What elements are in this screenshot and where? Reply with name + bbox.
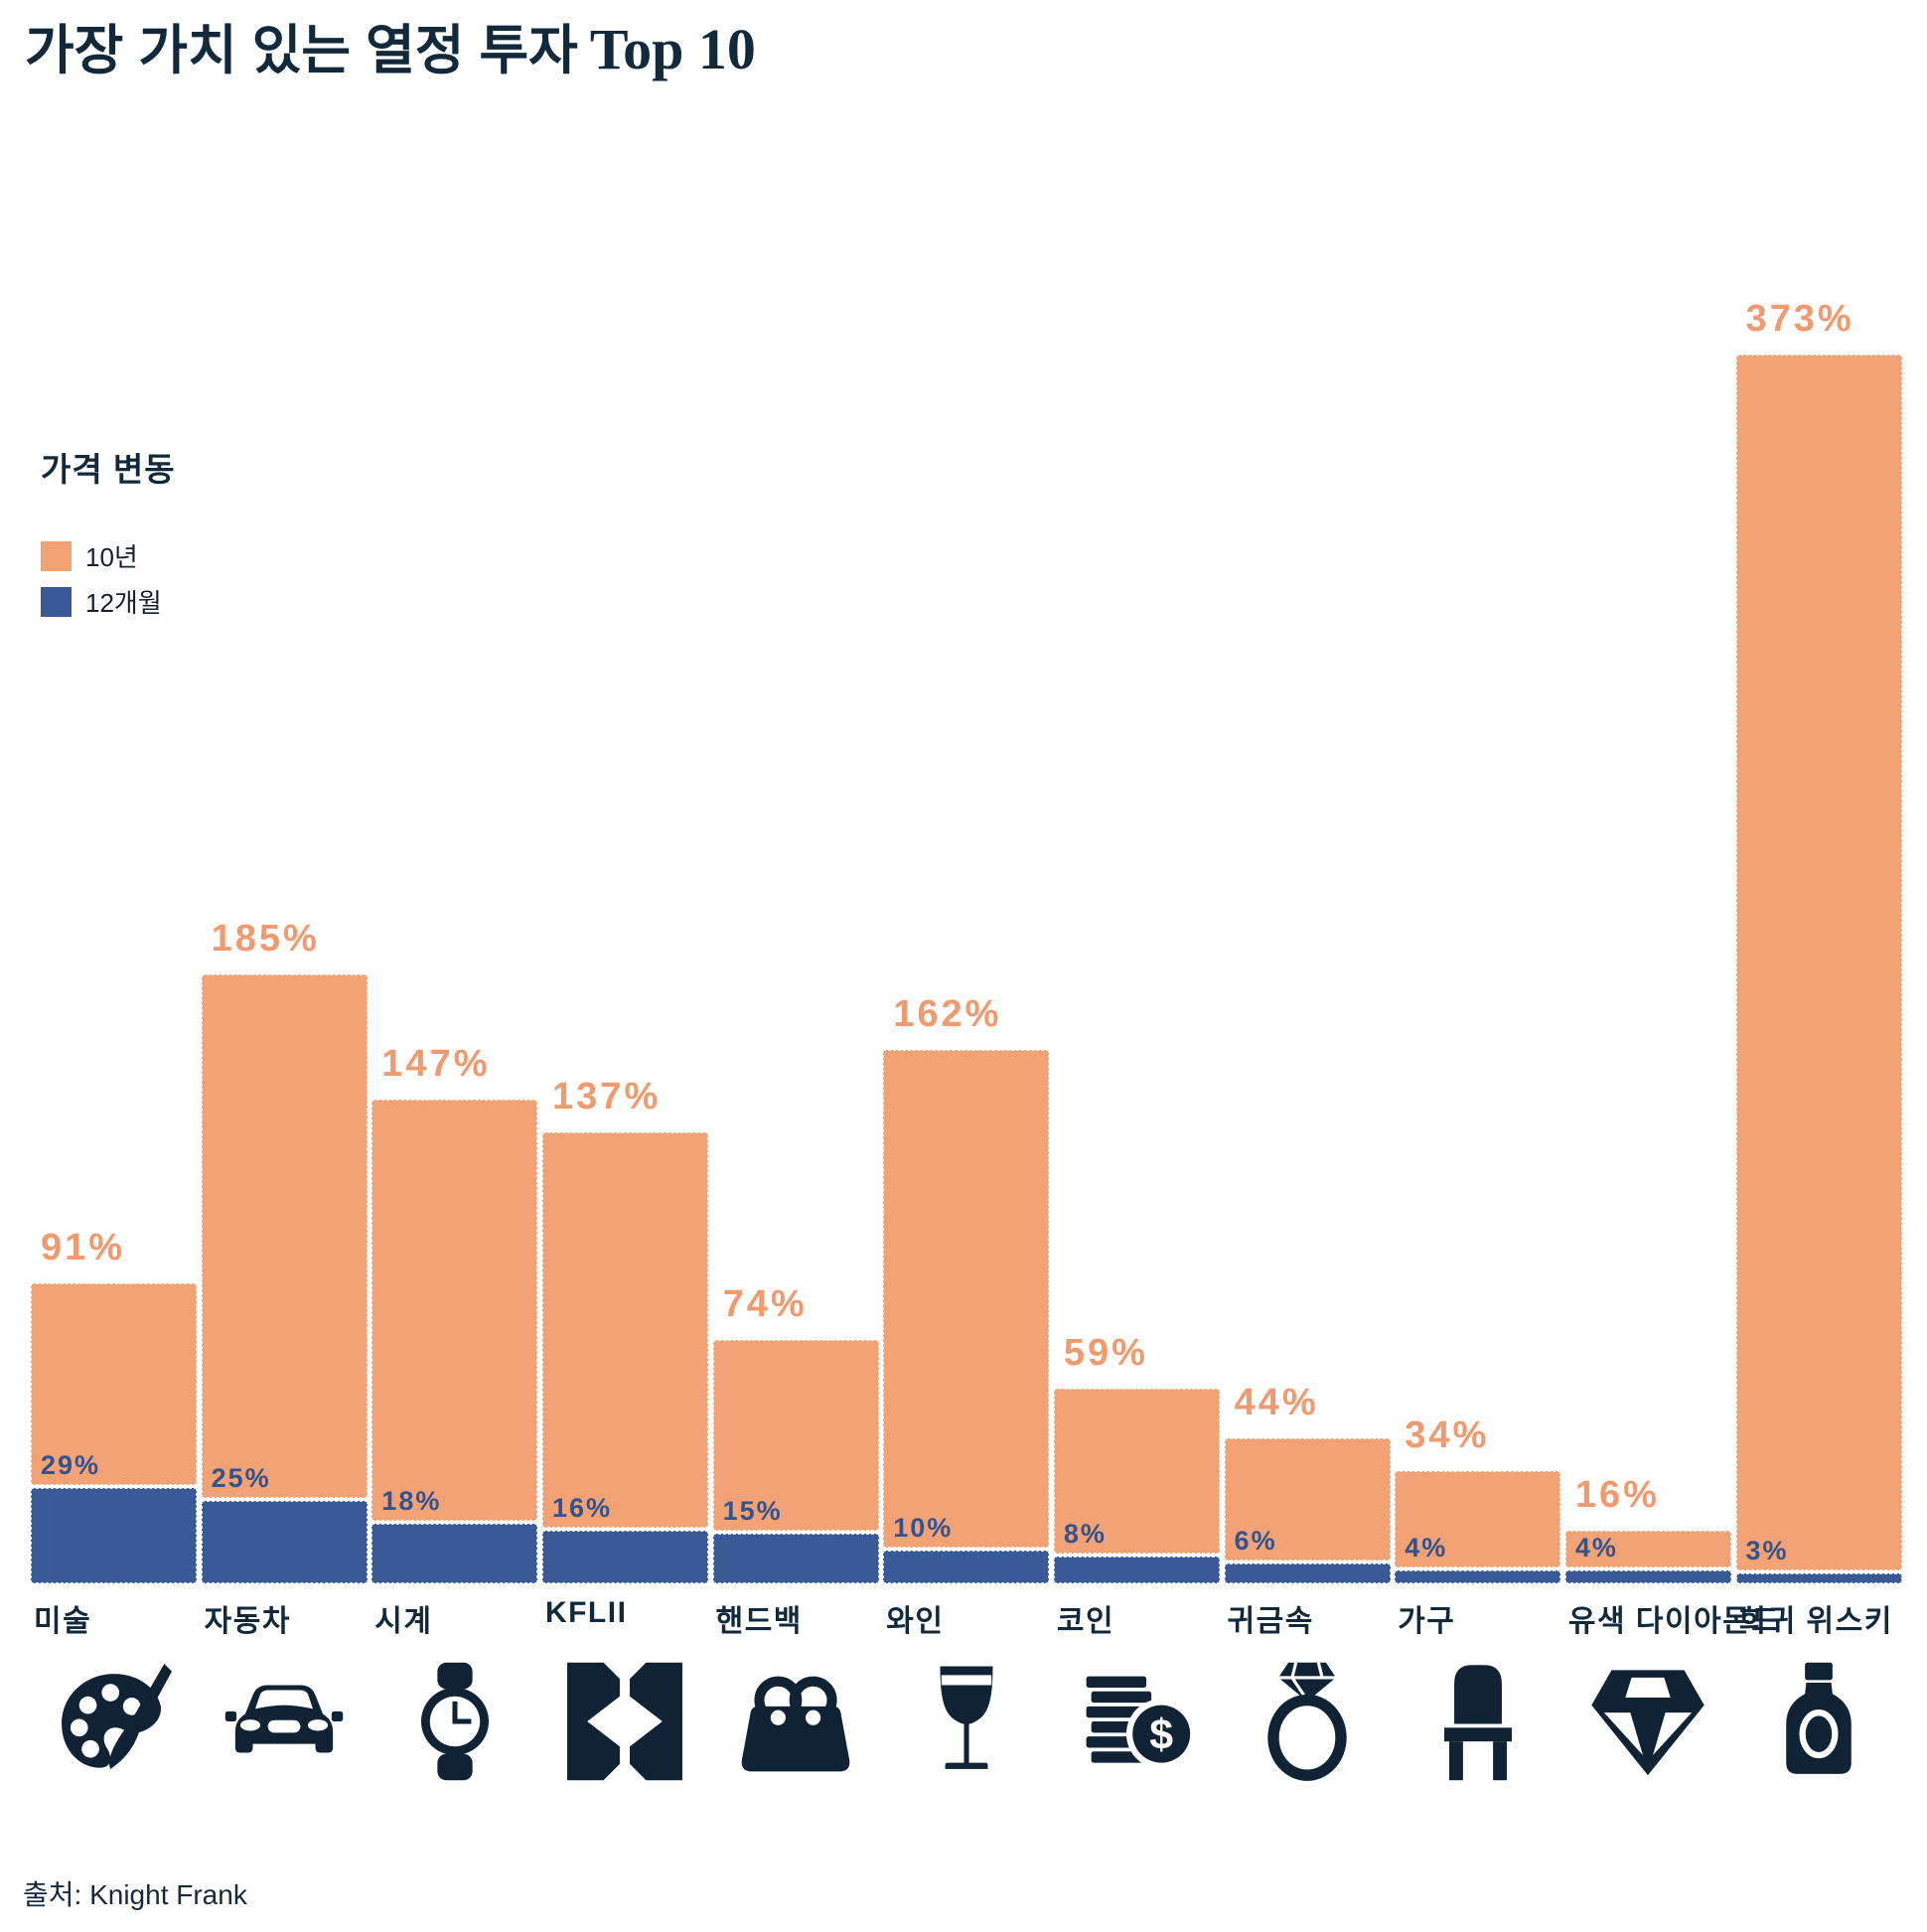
value-label-12mo: 4% xyxy=(1405,1532,1448,1562)
value-label-10yr: 373% xyxy=(1745,298,1854,341)
bar-10yr-2 xyxy=(201,973,368,1499)
legend-label-10yr: 10년 xyxy=(85,542,138,572)
bar-10yr-6 xyxy=(883,1049,1050,1548)
category-label: 희귀 위스키 xyxy=(1738,1605,1893,1638)
value-label-12mo: 8% xyxy=(1063,1519,1107,1550)
category-label: 가구 xyxy=(1398,1605,1456,1638)
handbag-icon xyxy=(730,1659,861,1784)
category-label: KFLII xyxy=(544,1596,628,1629)
bar-10yr-11 xyxy=(1735,355,1902,1571)
bar-10yr-1 xyxy=(31,1283,197,1485)
value-label-10yr: 59% xyxy=(1063,1332,1148,1375)
bar-12mo-10 xyxy=(1564,1569,1731,1583)
legend-title: 가격 변동 xyxy=(41,451,176,488)
bar-10yr-9 xyxy=(1395,1471,1561,1567)
legend-label-12mo: 12개월 xyxy=(85,588,162,618)
page-title-korean: 가장 가치 있는 열정 투자 xyxy=(25,21,578,80)
coins-icon: $ xyxy=(1071,1659,1202,1784)
legend-swatch-10yr-icon xyxy=(41,540,72,571)
value-label-10yr: 147% xyxy=(381,1042,491,1085)
category-label: 코인 xyxy=(1056,1605,1115,1638)
value-label-10yr: 16% xyxy=(1574,1473,1660,1516)
bar-10yr-8 xyxy=(1224,1438,1391,1561)
value-label-12mo: 3% xyxy=(1745,1536,1789,1566)
category-label: 미술 xyxy=(34,1605,92,1638)
bar-10yr-5 xyxy=(712,1339,879,1532)
page-title-latin: Top 10 xyxy=(589,17,756,81)
value-label-10yr: 185% xyxy=(211,917,320,960)
value-label-10yr: 162% xyxy=(893,992,1002,1035)
bar-12mo-7 xyxy=(1053,1557,1220,1583)
value-label-12mo: 4% xyxy=(1574,1532,1618,1562)
legend-item-10yr: 10년 xyxy=(41,537,138,574)
category-label: 유색 다이아몬드 xyxy=(1567,1605,1781,1638)
bar-12mo-1 xyxy=(31,1487,197,1583)
value-label-12mo: 16% xyxy=(551,1492,612,1523)
bar-12mo-9 xyxy=(1395,1569,1561,1583)
diamond-icon xyxy=(1582,1659,1713,1784)
source-note: 출처: Knight Frank xyxy=(23,1879,247,1910)
value-label-10yr: 137% xyxy=(551,1075,662,1117)
bar-12mo-2 xyxy=(201,1501,368,1583)
page-title: 가장 가치 있는 열정 투자 Top 10 xyxy=(25,6,756,84)
bar-12mo-8 xyxy=(1224,1563,1391,1583)
value-label-10yr: 91% xyxy=(41,1227,126,1269)
wine-glass-icon xyxy=(901,1659,1032,1784)
category-label: 시계 xyxy=(374,1605,433,1638)
bar-10yr-4 xyxy=(541,1131,708,1528)
chair-icon xyxy=(1412,1659,1544,1784)
bar-12mo-5 xyxy=(712,1534,879,1583)
category-label: 와인 xyxy=(886,1605,945,1638)
car-icon xyxy=(219,1659,350,1784)
svg-text:$: $ xyxy=(1150,1711,1174,1759)
whisky-bottle-icon xyxy=(1753,1659,1884,1784)
value-label-12mo: 18% xyxy=(381,1486,442,1517)
palette-icon xyxy=(49,1659,180,1784)
value-label-12mo: 10% xyxy=(893,1512,954,1543)
kflii-logo-icon xyxy=(559,1659,690,1784)
value-label-12mo: 29% xyxy=(41,1449,101,1480)
ring-icon xyxy=(1242,1659,1373,1784)
category-label: 귀금속 xyxy=(1227,1605,1314,1638)
watch-icon xyxy=(389,1659,520,1784)
category-label: 핸드백 xyxy=(715,1605,803,1638)
legend-item-12mo: 12개월 xyxy=(41,583,162,620)
value-label-10yr: 74% xyxy=(722,1282,808,1325)
value-label-10yr: 44% xyxy=(1234,1382,1319,1424)
bar-10yr-10 xyxy=(1564,1530,1731,1567)
bar-10yr-3 xyxy=(371,1099,538,1522)
legend-swatch-12mo-icon xyxy=(41,586,72,617)
category-label: 자동차 xyxy=(204,1605,291,1638)
bar-10yr-7 xyxy=(1053,1389,1220,1555)
value-label-12mo: 15% xyxy=(722,1496,783,1527)
bar-12mo-3 xyxy=(371,1524,538,1583)
value-label-10yr: 34% xyxy=(1405,1414,1490,1457)
bar-12mo-11 xyxy=(1735,1573,1902,1583)
value-label-12mo: 6% xyxy=(1234,1526,1277,1557)
bar-12mo-4 xyxy=(541,1530,708,1583)
value-label-12mo: 25% xyxy=(211,1463,271,1494)
bar-12mo-6 xyxy=(883,1550,1050,1583)
